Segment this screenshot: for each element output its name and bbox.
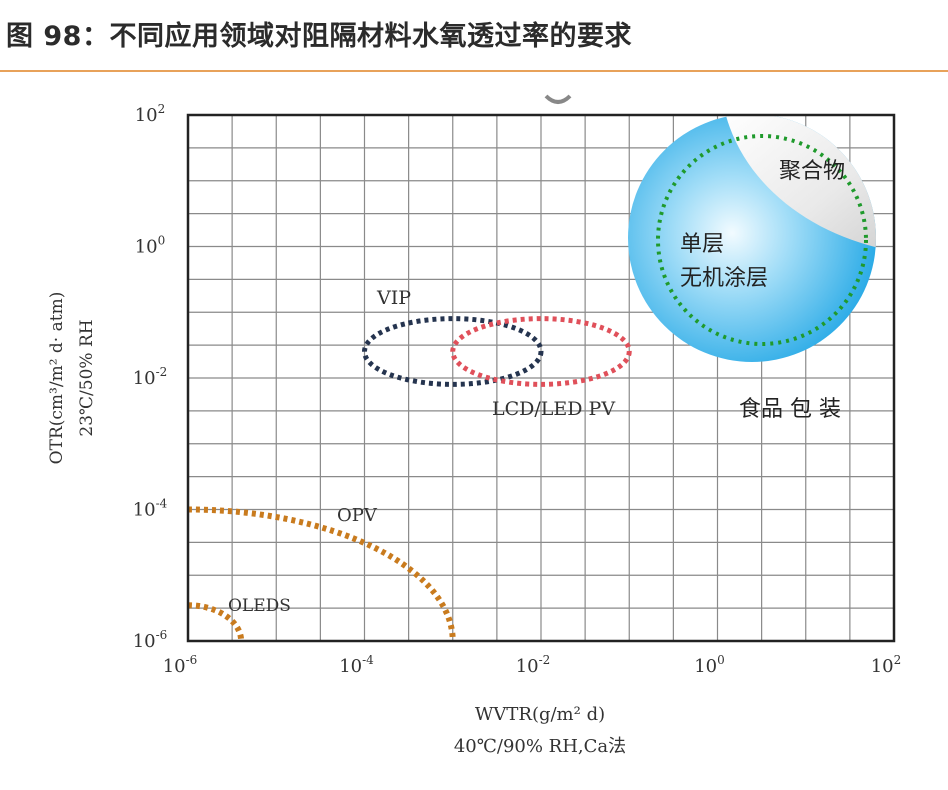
single-layer-ring (656, 134, 868, 346)
y-tick-label: 100 (135, 234, 166, 258)
y-tick-label: 102 (135, 102, 166, 126)
label-single-layer: 单层 (680, 232, 724, 257)
y-tick-label: 10-2 (133, 365, 168, 389)
axis-ticks: 10-6 10-4 10-2 100 102 10-6 10-4 10-2 100 102 (133, 102, 902, 677)
x-axis-title-line1: WVTR(g/m² d) (475, 704, 605, 725)
x-tick-label: 10-6 (163, 653, 198, 677)
x-tick-label: 10-4 (339, 653, 374, 677)
plot-frame (186, 113, 896, 643)
label-opv: OPV (337, 505, 378, 526)
x-tick-label: 102 (871, 653, 902, 677)
y-tick-label: 10-6 (133, 628, 168, 652)
x-tick-label: 100 (694, 653, 725, 677)
label-oleds: OLEDS (228, 596, 291, 616)
label-vip: VIP (376, 287, 411, 309)
label-inorganic-coating: 无机涂层 (680, 266, 768, 291)
figure-title: 图 98：不同应用领域对阻隔材料水氧透过率的要求 (6, 21, 632, 52)
region-lcd-led-pv-ellipse (450, 316, 632, 387)
regions (187, 316, 632, 642)
region-oleds-curve (187, 602, 245, 642)
y-axis-title-line2: 23℃/50% RH (77, 319, 97, 436)
grid-lines (187, 114, 895, 642)
top-arc-mark (544, 94, 572, 104)
region-vip-ellipse (362, 316, 544, 387)
x-tick-label: 10-2 (516, 653, 551, 677)
label-lcd-led-pv: LCD/LED PV (492, 398, 615, 420)
y-tick-label: 10-4 (133, 497, 168, 521)
food-packaging-region (628, 115, 876, 362)
region-opv-curve (187, 506, 456, 642)
label-food-packaging: 食品 包 装 (739, 397, 841, 422)
title-divider (0, 70, 948, 72)
y-axis-title-line1: OTR(cm³/m² d· atm) (47, 292, 67, 465)
x-axis-title-line2: 40℃/90% RH,Ca法 (454, 736, 626, 757)
label-polymer: 聚合物 (779, 159, 845, 184)
